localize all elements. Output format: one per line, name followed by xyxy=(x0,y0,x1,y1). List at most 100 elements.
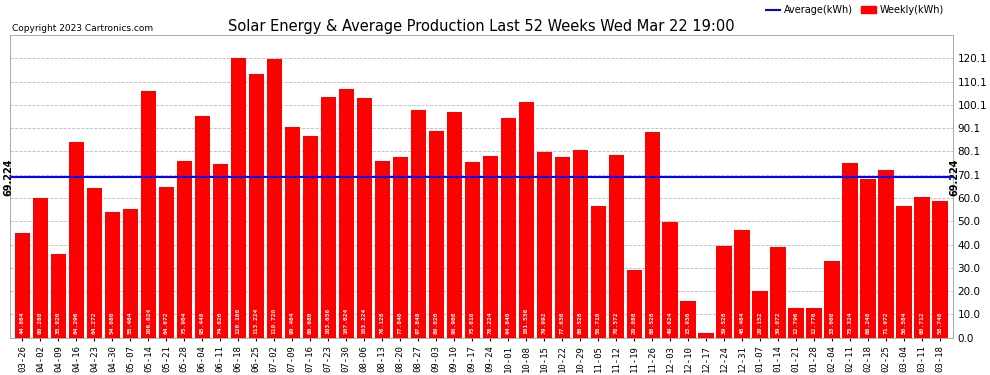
Bar xyxy=(770,247,786,338)
Text: 55.464: 55.464 xyxy=(128,312,133,334)
Text: 96.908: 96.908 xyxy=(451,312,456,334)
Bar xyxy=(915,196,930,338)
Bar xyxy=(356,98,372,338)
Bar xyxy=(33,198,49,338)
Bar xyxy=(231,58,246,338)
Bar xyxy=(141,91,156,338)
Bar xyxy=(15,233,30,338)
Text: 75.616: 75.616 xyxy=(469,312,475,334)
Bar xyxy=(860,179,876,338)
Text: 113.224: 113.224 xyxy=(253,308,258,334)
Bar xyxy=(50,254,66,338)
Bar xyxy=(266,59,282,338)
Text: 120.100: 120.100 xyxy=(236,308,241,334)
Text: 74.620: 74.620 xyxy=(218,312,223,334)
Text: 60.712: 60.712 xyxy=(920,312,925,334)
Bar xyxy=(842,163,857,338)
Bar xyxy=(321,97,336,338)
Bar xyxy=(554,157,570,338)
Text: 69.224: 69.224 xyxy=(3,158,14,195)
Text: 75.324: 75.324 xyxy=(847,312,852,334)
Bar xyxy=(662,222,678,338)
Text: 119.720: 119.720 xyxy=(272,308,277,334)
Text: 33.008: 33.008 xyxy=(830,312,835,334)
Text: 12.796: 12.796 xyxy=(794,312,799,334)
Text: 78.572: 78.572 xyxy=(614,312,619,334)
Bar xyxy=(303,136,318,338)
Text: 103.224: 103.224 xyxy=(361,308,366,334)
Text: 56.716: 56.716 xyxy=(596,312,601,334)
Text: 15.936: 15.936 xyxy=(686,312,691,334)
Text: 69.224: 69.224 xyxy=(949,158,959,195)
Text: 64.272: 64.272 xyxy=(92,312,97,334)
Text: 107.024: 107.024 xyxy=(344,308,348,334)
Text: 89.020: 89.020 xyxy=(434,312,439,334)
Text: 58.748: 58.748 xyxy=(938,312,942,334)
Bar xyxy=(699,333,714,338)
Bar xyxy=(446,112,462,338)
Text: 84.296: 84.296 xyxy=(74,312,79,334)
Bar xyxy=(87,188,102,338)
Text: 95.448: 95.448 xyxy=(200,312,205,334)
Text: 77.840: 77.840 xyxy=(398,312,403,334)
Bar xyxy=(482,156,498,338)
Bar xyxy=(464,162,480,338)
Bar xyxy=(519,102,534,338)
Bar xyxy=(123,209,138,338)
Text: 97.848: 97.848 xyxy=(416,312,421,334)
Text: Copyright 2023 Cartronics.com: Copyright 2023 Cartronics.com xyxy=(12,24,153,33)
Text: 35.920: 35.920 xyxy=(55,312,61,334)
Bar xyxy=(393,157,408,338)
Bar xyxy=(285,128,300,338)
Text: 12.776: 12.776 xyxy=(812,312,817,334)
Text: 80.528: 80.528 xyxy=(578,312,583,334)
Text: 60.288: 60.288 xyxy=(38,312,43,334)
Text: 79.992: 79.992 xyxy=(542,312,546,334)
Text: 76.128: 76.128 xyxy=(380,312,385,334)
Bar xyxy=(680,301,696,338)
Text: 90.464: 90.464 xyxy=(290,312,295,334)
Bar xyxy=(807,308,822,338)
Text: 77.636: 77.636 xyxy=(559,312,564,334)
Text: 71.972: 71.972 xyxy=(883,312,889,334)
Bar xyxy=(195,116,210,338)
Legend: Average(kWh), Weekly(kWh): Average(kWh), Weekly(kWh) xyxy=(762,1,947,19)
Text: 20.152: 20.152 xyxy=(757,312,762,334)
Text: 86.680: 86.680 xyxy=(308,312,313,334)
Bar xyxy=(752,291,768,338)
Text: 56.584: 56.584 xyxy=(902,312,907,334)
Text: 49.624: 49.624 xyxy=(667,312,672,334)
Bar xyxy=(501,118,516,338)
Bar xyxy=(213,164,228,338)
Text: 39.072: 39.072 xyxy=(775,312,780,334)
Text: 101.536: 101.536 xyxy=(524,308,529,334)
Bar xyxy=(572,150,588,338)
Bar xyxy=(933,201,947,338)
Text: 106.024: 106.024 xyxy=(146,308,150,334)
Bar xyxy=(177,161,192,338)
Bar xyxy=(590,206,606,338)
Text: 68.248: 68.248 xyxy=(865,312,870,334)
Bar xyxy=(825,261,840,338)
Bar xyxy=(878,170,894,338)
Bar xyxy=(429,131,444,338)
Bar xyxy=(158,188,174,338)
Text: 44.864: 44.864 xyxy=(20,312,25,334)
Text: 54.080: 54.080 xyxy=(110,312,115,334)
Text: 75.904: 75.904 xyxy=(182,312,187,334)
Title: Solar Energy & Average Production Last 52 Weeks Wed Mar 22 19:00: Solar Energy & Average Production Last 5… xyxy=(228,19,735,34)
Bar xyxy=(896,206,912,338)
Bar xyxy=(68,142,84,338)
Text: 39.528: 39.528 xyxy=(722,312,727,334)
Text: 94.640: 94.640 xyxy=(506,312,511,334)
Bar xyxy=(788,308,804,338)
Bar xyxy=(735,230,749,338)
Text: 78.224: 78.224 xyxy=(488,312,493,334)
Bar xyxy=(717,246,732,338)
Bar xyxy=(644,132,659,338)
Bar xyxy=(609,155,624,338)
Bar xyxy=(374,161,390,338)
Text: 29.088: 29.088 xyxy=(632,312,637,334)
Bar xyxy=(537,152,551,338)
Bar xyxy=(339,89,354,338)
